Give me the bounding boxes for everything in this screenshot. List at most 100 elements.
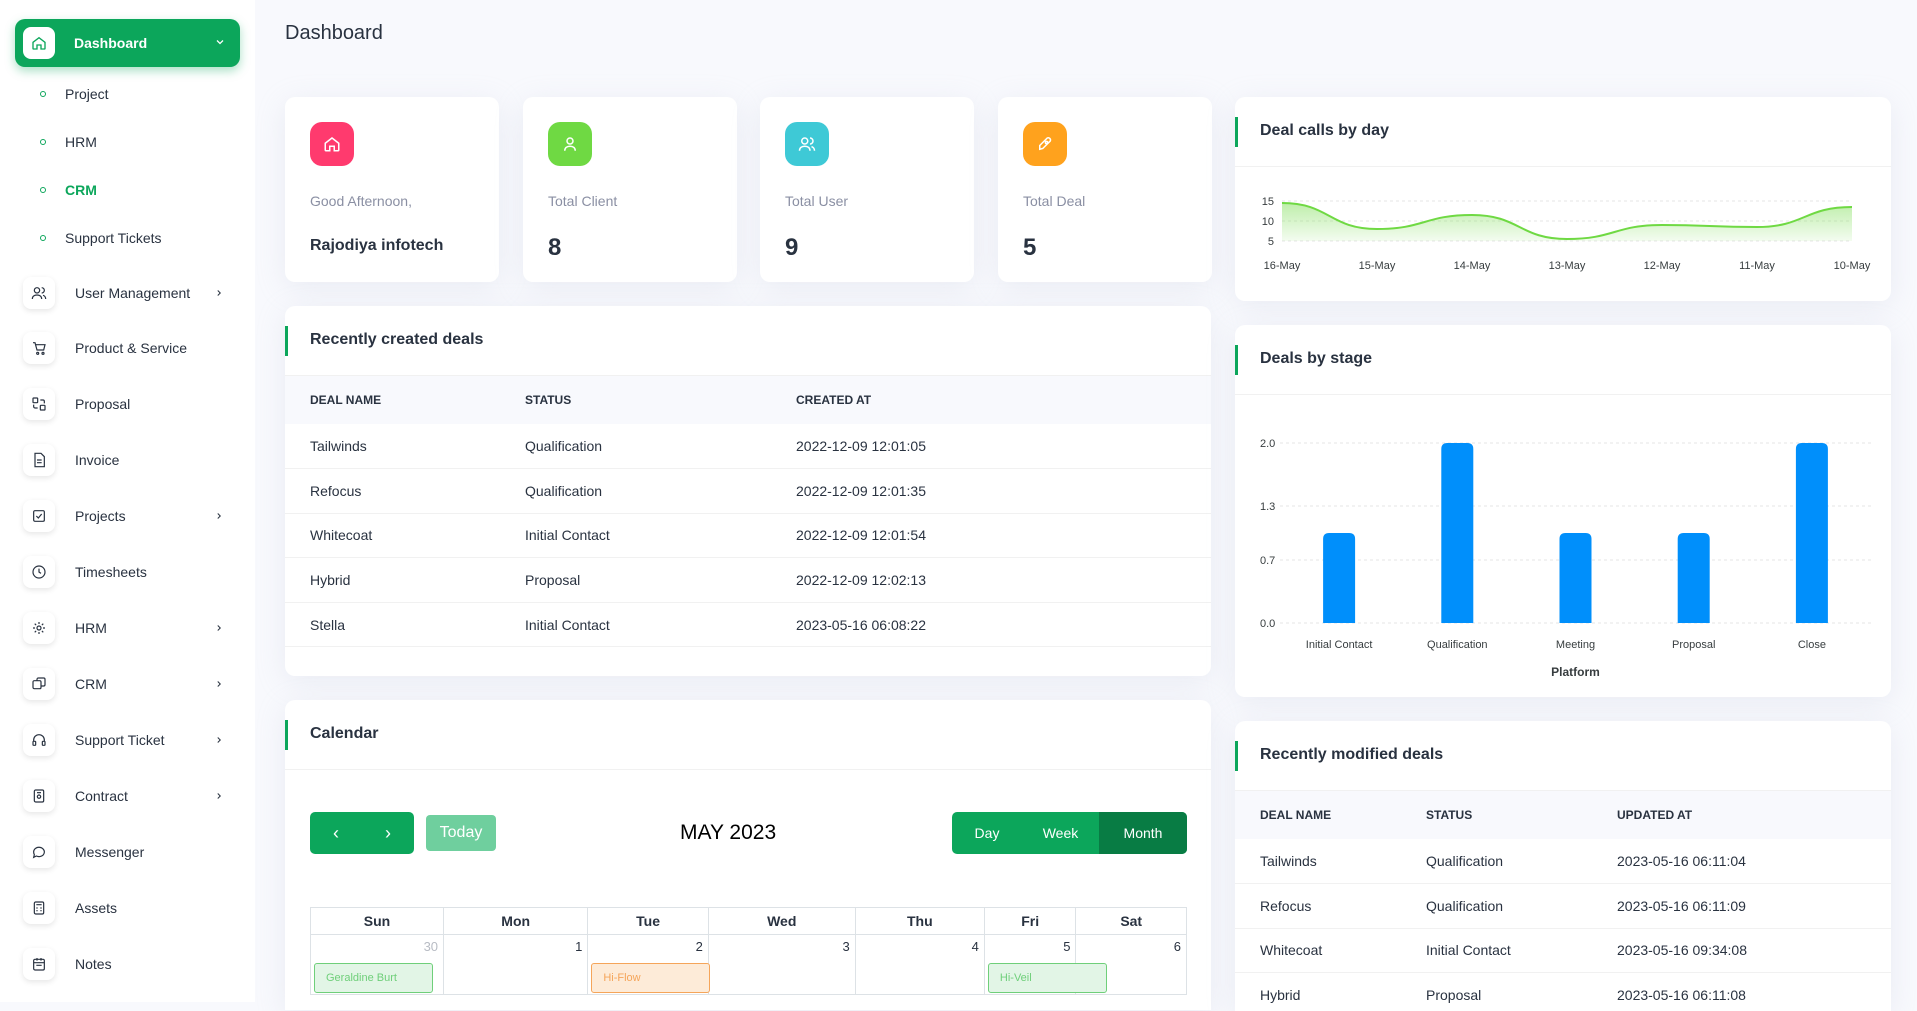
card-title: Deal calls by day: [1260, 122, 1389, 139]
bar[interactable]: [1323, 533, 1356, 623]
bar[interactable]: [1441, 443, 1474, 623]
sidebar-item-product-service[interactable]: Product & Service: [23, 331, 233, 365]
column-header[interactable]: DEAL NAME: [1235, 791, 1426, 839]
sidebar-item-dashboard[interactable]: Dashboard: [15, 19, 240, 67]
chevron-right-icon: [214, 735, 224, 745]
home-icon: [23, 27, 55, 59]
sidebar-item-label: Support Ticket: [75, 732, 165, 748]
bar[interactable]: [1677, 533, 1710, 623]
day-number: 5: [1063, 939, 1071, 954]
calendar-event[interactable]: Geraldine Burt: [314, 963, 433, 993]
table-row[interactable]: Refocus Qualification 2022-12-09 12:01:3…: [285, 468, 1211, 514]
sidebar-item-support-ticket[interactable]: Support Ticket: [23, 723, 233, 757]
proposal-icon: [23, 388, 55, 420]
table-row[interactable]: Tailwinds Qualification 2023-05-16 06:11…: [1235, 839, 1891, 885]
submenu-item-support-tickets[interactable]: Support Tickets: [40, 230, 162, 246]
calendar-day-cell[interactable]: 3: [707, 934, 856, 995]
sidebar-item-notes[interactable]: Notes: [23, 947, 233, 981]
column-header[interactable]: STATUS: [525, 376, 796, 424]
submenu-item-crm[interactable]: CRM: [40, 182, 97, 198]
submenu-item-hrm[interactable]: HRM: [40, 134, 97, 150]
day-number: 6: [1173, 939, 1181, 954]
card-header: Recently modified deals: [1235, 721, 1891, 791]
stat-value: 5: [1023, 234, 1037, 261]
stat-value: 8: [548, 234, 562, 261]
calendar-day-cell[interactable]: 30 Geraldine Burt: [309, 934, 445, 995]
column-header[interactable]: UPDATED AT: [1617, 791, 1891, 839]
sidebar-item-label: Dashboard: [74, 35, 148, 51]
table-row[interactable]: Whitecoat Initial Contact 2022-12-09 12:…: [285, 513, 1211, 559]
deal-status: Qualification: [525, 468, 796, 514]
view-month-button[interactable]: Month: [1099, 812, 1187, 854]
calendar-day-cell[interactable]: 1: [443, 934, 589, 995]
table-header-row: DEAL NAME STATUS CREATED AT: [285, 376, 1211, 424]
calendar-event[interactable]: Hi-Flow: [591, 963, 711, 993]
card-title: Recently modified deals: [1260, 746, 1444, 763]
column-header[interactable]: CREATED AT: [796, 376, 1211, 424]
x-tick-label: 12-May: [1644, 260, 1681, 272]
stat-label: Total User: [785, 193, 849, 209]
sidebar-item-timesheets[interactable]: Timesheets: [23, 555, 233, 589]
chevron-right-icon: [214, 623, 224, 633]
table-row[interactable]: Refocus Qualification 2023-05-16 06:11:0…: [1235, 883, 1891, 929]
deal-status: Qualification: [525, 424, 796, 470]
greeting-card: Good Afternoon, Rajodiya infotech: [285, 97, 499, 282]
bullet-icon: [40, 91, 46, 97]
today-button[interactable]: Today: [426, 815, 496, 851]
submenu-item-project[interactable]: Project: [40, 86, 109, 102]
table-row[interactable]: Whitecoat Initial Contact 2023-05-16 09:…: [1235, 928, 1891, 974]
y-tick-label: 15: [1262, 196, 1274, 208]
invoice-icon: [23, 444, 55, 476]
column-header[interactable]: DEAL NAME: [285, 376, 525, 424]
view-day-button[interactable]: Day: [952, 812, 1022, 854]
deal-name: Whitecoat: [285, 513, 525, 559]
deal-created-at: 2022-12-09 12:01:05: [796, 424, 1211, 470]
home-icon: [310, 122, 354, 166]
y-tick-label: 0.0: [1260, 618, 1275, 630]
x-axis-label: Platform: [1551, 665, 1600, 679]
sidebar-item-label: Contract: [75, 788, 128, 804]
bar[interactable]: [1795, 443, 1828, 623]
page-title: Dashboard: [285, 22, 383, 44]
prev-month-button[interactable]: ‹: [310, 812, 362, 854]
submenu-label: CRM: [65, 182, 97, 198]
sidebar-item-invoice[interactable]: Invoice: [23, 443, 233, 477]
calendar-day-cell[interactable]: 6: [1075, 934, 1187, 995]
table-row[interactable]: Hybrid Proposal 2022-12-09 12:02:13: [285, 557, 1211, 603]
checklist-icon: [23, 500, 55, 532]
sidebar-item-user-management[interactable]: User Management: [23, 276, 233, 310]
sidebar-item-hrm[interactable]: HRM: [23, 611, 233, 645]
x-tick-label: Close: [1798, 639, 1826, 651]
y-tick-label: 0.7: [1260, 555, 1275, 567]
weekday-header: Mon: [443, 907, 589, 935]
deal-calls-card: Deal calls by day 15 10 5 16-May 15-May 14-Ma…: [1235, 97, 1891, 301]
sidebar-item-contract[interactable]: Contract: [23, 779, 233, 813]
accent-bar: [1235, 117, 1238, 147]
sidebar-item-messenger[interactable]: Messenger: [23, 835, 233, 869]
calendar-day-cell[interactable]: 2 Hi-Flow: [587, 934, 711, 995]
calendar-day-cell[interactable]: 5 Hi-Veil: [983, 934, 1107, 995]
sidebar-item-crm[interactable]: CRM: [23, 667, 233, 701]
calendar-icon: [23, 948, 55, 980]
sidebar-item-proposal[interactable]: Proposal: [23, 387, 233, 421]
next-month-button[interactable]: ›: [362, 812, 414, 854]
view-week-button[interactable]: Week: [1022, 812, 1099, 854]
sidebar: Dashboard Project HRM CRM Support Ticket…: [0, 0, 255, 1002]
calendar-day-cell[interactable]: 4: [854, 934, 985, 995]
deal-updated-at: 2023-05-16 06:11:04: [1617, 839, 1891, 885]
x-tick-label: 11-May: [1739, 260, 1775, 272]
sidebar-item-assets[interactable]: Assets: [23, 891, 233, 925]
bar[interactable]: [1559, 533, 1592, 623]
deal-calls-chart: 15 10 5 16-May 15-May 14-May 13-May 12-May 11-Ma…: [1262, 196, 1871, 272]
table-row[interactable]: Hybrid Proposal 2023-05-16 06:11:08: [1235, 972, 1891, 1011]
deal-name: Tailwinds: [285, 424, 525, 470]
card-header: Deal calls by day: [1235, 97, 1891, 167]
column-header[interactable]: STATUS: [1426, 791, 1617, 839]
card-title: Deals by stage: [1260, 350, 1373, 367]
table-row[interactable]: Stella Initial Contact 2023-05-16 06:08:…: [285, 602, 1211, 648]
weekday-header: Sun: [309, 907, 445, 935]
deal-status: Proposal: [1426, 972, 1617, 1011]
table-row[interactable]: Tailwinds Qualification 2022-12-09 12:01…: [285, 424, 1211, 470]
sidebar-item-projects[interactable]: Projects: [23, 499, 233, 533]
deal-status: Initial Contact: [525, 602, 796, 648]
